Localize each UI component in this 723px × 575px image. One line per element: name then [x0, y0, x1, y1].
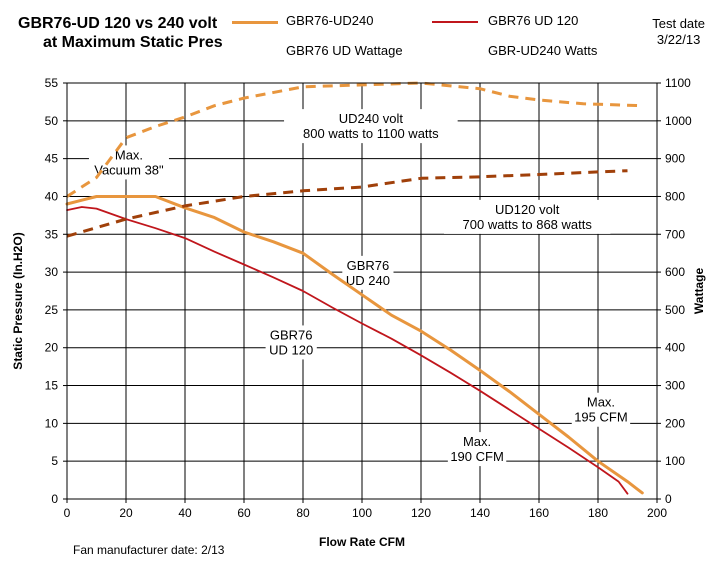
legend-swatch-0 — [232, 21, 278, 24]
annotation-6: Max.195 CFM — [571, 392, 631, 427]
y-tick-label: 35 — [45, 227, 59, 241]
annotation-text: Vacuum 38" — [94, 162, 164, 177]
y2-tick-label: 500 — [665, 303, 685, 317]
y2-tick-label: 0 — [665, 492, 672, 506]
annotation-text: GBR76 — [270, 327, 313, 342]
legend-swatch-1 — [432, 21, 478, 23]
y2-tick-label: 300 — [665, 379, 685, 393]
series-line-0 — [65, 195, 644, 495]
x-tick-label: 140 — [470, 506, 490, 520]
annotation-bg — [284, 109, 458, 144]
x-tick-label: 0 — [64, 506, 71, 520]
y2-tick-label: 700 — [665, 227, 685, 241]
legend-label-0: GBR76-UD240 — [286, 13, 374, 28]
y2-tick-label: 600 — [665, 265, 685, 279]
y-tick-label: 0 — [51, 492, 58, 506]
x-tick-label: 180 — [588, 506, 608, 520]
footnote: Fan manufacturer date: 2/13 — [73, 543, 225, 557]
annotation-text: Max. — [587, 395, 615, 410]
annotation-text: UD 120 — [269, 342, 313, 357]
annotation-text: UD 240 — [346, 273, 390, 288]
y-tick-label: 5 — [51, 454, 58, 468]
series-line-1 — [66, 206, 629, 495]
x-tick-label: 120 — [411, 506, 431, 520]
legend-label-1: GBR76 UD 120 — [488, 13, 579, 28]
legend-label-2: GBR76 UD Wattage — [286, 43, 403, 58]
annotation-text: UD240 volt — [339, 111, 404, 126]
axes: 0 20 40 60 80 100 120 140 160 180 2000510152025303… — [11, 76, 706, 549]
test-date-label: Test date — [652, 16, 705, 31]
annotation-text: 190 CFM — [450, 449, 503, 464]
legend-label-3: GBR-UD240 Watts — [488, 43, 598, 58]
annotation-text: 700 watts to 868 watts — [463, 217, 593, 232]
annotation-bg — [447, 432, 507, 467]
y2-tick-label: 200 — [665, 416, 685, 430]
y2-tick-label: 1000 — [665, 114, 692, 128]
y-tick-label: 10 — [45, 416, 59, 430]
annotation-text: Max. — [463, 434, 491, 449]
annotation-bg — [88, 145, 169, 180]
chart-title: GBR76-UD 120 vs 240 volt at Maximum Stat… — [18, 14, 223, 52]
test-date: Test date 3/22/13 — [652, 16, 705, 48]
y2-tick-label: 1100 — [665, 76, 691, 90]
series-line-3 — [66, 81, 643, 198]
annotation-bg — [444, 199, 611, 234]
x-tick-label: 160 — [529, 506, 549, 520]
x-tick-label: 40 — [178, 506, 192, 520]
annotation-text: 800 watts to 1100 watts — [303, 126, 439, 141]
test-date-value: 3/22/13 — [656, 32, 701, 47]
annotation-5: Max.190 CFM — [447, 432, 507, 467]
annotation-bg — [571, 392, 631, 427]
y-tick-label: 20 — [45, 341, 59, 355]
x-tick-label: 20 — [119, 506, 133, 520]
y-axis-title: Static Pressure (In.H2O) — [11, 232, 25, 369]
annotation-0: Max.Vacuum 38" — [88, 145, 169, 180]
y-tick-label: 15 — [45, 379, 59, 393]
x-axis-title: Flow Rate CFM — [319, 535, 405, 549]
annotation-text: UD120 volt — [495, 202, 560, 217]
y2-tick-label: 900 — [665, 152, 685, 166]
x-tick-label: 60 — [237, 506, 251, 520]
y-tick-label: 30 — [45, 265, 59, 279]
annotation-text: Max. — [115, 147, 143, 162]
x-tick-label: 100 — [352, 506, 372, 520]
annotation-text: GBR76 — [347, 258, 390, 273]
chart-title-line1: GBR76-UD 120 vs 240 volt — [18, 15, 218, 32]
x-tick-label: 200 — [647, 506, 667, 520]
y2-tick-label: 400 — [665, 341, 685, 355]
chart-subtitle: at Maximum Static Pres — [43, 34, 223, 51]
annotation-bg — [342, 255, 394, 290]
y-tick-label: 25 — [45, 303, 59, 317]
y2-tick-label: 800 — [665, 189, 685, 203]
series-group — [65, 81, 644, 495]
y-tick-label: 50 — [45, 114, 59, 128]
annotation-text: 195 CFM — [574, 410, 627, 425]
y2-axis-title: Wattage — [692, 268, 706, 315]
series-line-2 — [66, 169, 628, 238]
y-tick-label: 55 — [45, 76, 59, 90]
y2-tick-label: 100 — [665, 454, 685, 468]
annotation-bg — [265, 325, 317, 360]
y-tick-label: 45 — [45, 152, 59, 166]
x-tick-label: 80 — [296, 506, 310, 520]
y-tick-label: 40 — [45, 189, 59, 203]
